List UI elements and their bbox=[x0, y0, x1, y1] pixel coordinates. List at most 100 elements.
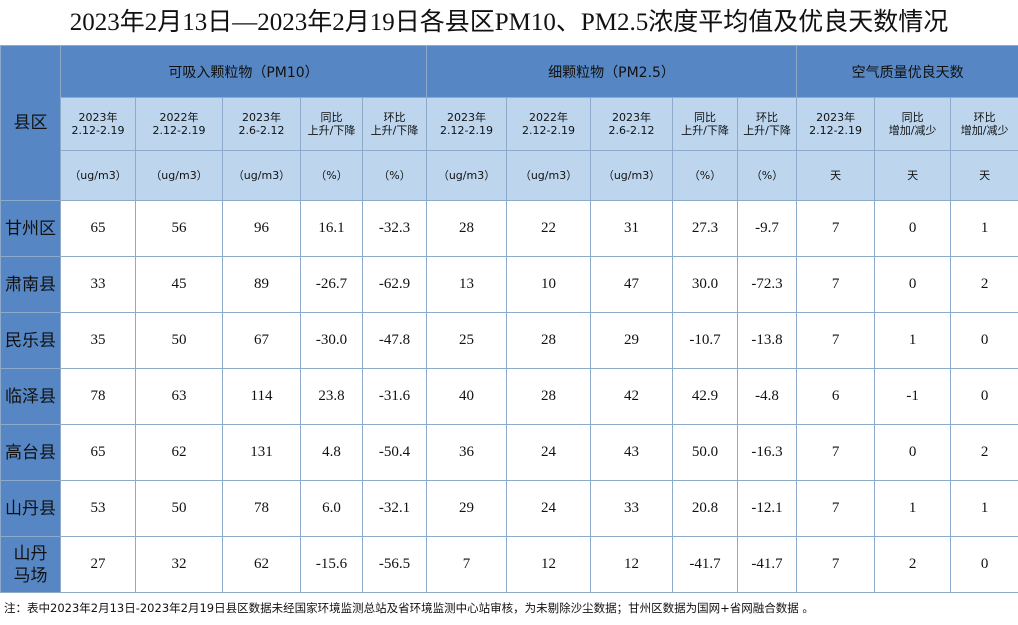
cell-value: 114 bbox=[222, 368, 301, 425]
cell-value: 0 bbox=[874, 256, 952, 313]
cell-value: -30.0 bbox=[300, 312, 363, 369]
header-row: 县区 可吸入颗粒物（PM10） 细颗粒物（PM2.5） 空气质量优良天数 bbox=[0, 45, 1018, 201]
data-row: 甘州区 65 56 96 16.1 -32.3 28 22 31 27.3 -9.7 7 0 1 bbox=[0, 200, 1018, 257]
sub-header: 2023年 2.12-2.19 bbox=[426, 97, 508, 151]
cell-value: -4.8 bbox=[737, 368, 798, 425]
cell-value: 43 bbox=[590, 424, 674, 481]
cell-value: 30.0 bbox=[672, 256, 739, 313]
unit-header: （%） bbox=[737, 150, 798, 201]
cell-value: 62 bbox=[222, 536, 301, 593]
county-name: 甘州区 bbox=[0, 200, 61, 257]
group-header: 细颗粒物（PM2.5） bbox=[426, 45, 798, 98]
county-name: 临泽县 bbox=[0, 368, 61, 425]
cell-value: 0 bbox=[950, 312, 1018, 369]
cell-value: 7 bbox=[796, 312, 876, 369]
cell-value: 47 bbox=[590, 256, 674, 313]
sub-header: 同比 上升/下降 bbox=[300, 97, 363, 151]
cell-value: 33 bbox=[60, 256, 136, 313]
sub-header: 2023年 2.12-2.19 bbox=[60, 97, 136, 151]
sub-header: 同比 增加/减少 bbox=[874, 97, 952, 151]
cell-value: 1 bbox=[874, 312, 952, 369]
unit-header: （ug/m3） bbox=[135, 150, 223, 201]
cell-value: 29 bbox=[590, 312, 674, 369]
cell-value: -1 bbox=[874, 368, 952, 425]
cell-value: 31 bbox=[590, 200, 674, 257]
cell-value: 53 bbox=[60, 480, 136, 537]
cell-value: 32 bbox=[135, 536, 223, 593]
county-name: 山丹县 bbox=[0, 480, 61, 537]
cell-value: 7 bbox=[796, 256, 876, 313]
cell-value: 20.8 bbox=[672, 480, 739, 537]
cell-value: -32.3 bbox=[361, 200, 428, 257]
cell-value: 1 bbox=[950, 480, 1018, 537]
cell-value: -10.7 bbox=[672, 312, 739, 369]
cell-value: 2 bbox=[950, 256, 1018, 313]
cell-value: 0 bbox=[874, 200, 952, 257]
cell-value: 12 bbox=[590, 536, 674, 593]
cell-value: -56.5 bbox=[361, 536, 428, 593]
group-header: 可吸入颗粒物（PM10） bbox=[59, 45, 428, 98]
header-row: （ug/m3） （ug/m3） （ug/m3） （%） （%） （ug/m3） （ug/m3… bbox=[1, 150, 1018, 201]
cell-value: -15.6 bbox=[300, 536, 363, 593]
cell-value: 35 bbox=[60, 312, 136, 369]
cell-value: 40 bbox=[426, 368, 508, 425]
cell-value: 7 bbox=[796, 536, 876, 593]
footnote: 注：表中2023年2月13日-2023年2月19日县区数据未经国家环境监测总站及… bbox=[4, 601, 814, 615]
cell-value: 1 bbox=[874, 480, 952, 537]
cell-value: -50.4 bbox=[361, 424, 428, 481]
cell-value: -31.6 bbox=[361, 368, 428, 425]
data-row: 山丹县 53 50 78 6.0 -32.1 29 24 33 20.8 -12.1 7 1 1 bbox=[0, 480, 1018, 537]
cell-value: 12 bbox=[506, 536, 592, 593]
cell-value: 56 bbox=[135, 200, 223, 257]
cell-value: 7 bbox=[796, 424, 876, 481]
cell-value: -26.7 bbox=[300, 256, 363, 313]
cell-value: 96 bbox=[222, 200, 301, 257]
cell-value: 27.3 bbox=[672, 200, 739, 257]
cell-value: 0 bbox=[950, 536, 1018, 593]
cell-value: -72.3 bbox=[737, 256, 798, 313]
cell-value: -47.8 bbox=[361, 312, 428, 369]
unit-header: （ug/m3） bbox=[506, 150, 592, 201]
unit-header: 天 bbox=[796, 150, 876, 201]
cell-value: 7 bbox=[426, 536, 508, 593]
unit-header: （ug/m3） bbox=[60, 150, 136, 201]
cell-value: 28 bbox=[506, 312, 592, 369]
data-table: 县区 可吸入颗粒物（PM10） 细颗粒物（PM2.5） 空气质量优良天数 2023年 2… bbox=[0, 45, 1018, 593]
county-name: 民乐县 bbox=[0, 312, 61, 369]
cell-value: -16.3 bbox=[737, 424, 798, 481]
cell-value: 67 bbox=[222, 312, 301, 369]
cell-value: 50.0 bbox=[672, 424, 739, 481]
sub-header: 环比 上升/下降 bbox=[361, 97, 428, 151]
cell-value: 27 bbox=[60, 536, 136, 593]
unit-header: （ug/m3） bbox=[222, 150, 301, 201]
cell-value: 10 bbox=[506, 256, 592, 313]
cell-value: 78 bbox=[60, 368, 136, 425]
unit-header: 天 bbox=[950, 150, 1018, 201]
cell-value: 4.8 bbox=[300, 424, 363, 481]
cell-value: 65 bbox=[60, 424, 136, 481]
data-row: 山丹 马场 27 32 62 -15.6 -56.5 7 12 12 -41.7 -41.7 7 2 0 bbox=[0, 536, 1018, 593]
cell-value: 23.8 bbox=[300, 368, 363, 425]
cell-value: 78 bbox=[222, 480, 301, 537]
cell-value: 62 bbox=[135, 424, 223, 481]
cell-value: 6.0 bbox=[300, 480, 363, 537]
cell-value: 29 bbox=[426, 480, 508, 537]
sub-header: 2023年 2.6-2.12 bbox=[590, 97, 674, 151]
table-title: 2023年2月13日—2023年2月19日各县区PM10、PM2.5浓度平均值及… bbox=[69, 9, 949, 36]
sub-header: 2022年 2.12-2.19 bbox=[506, 97, 592, 151]
cell-value: 65 bbox=[60, 200, 136, 257]
group-header: 空气质量优良天数 bbox=[796, 45, 1018, 98]
data-row: 肃南县 33 45 89 -26.7 -62.9 13 10 47 30.0 -72.3 7 0 2 bbox=[0, 256, 1018, 313]
header-row: 2023年 2.12-2.19 2022年 2.12-2.19 2023年 2.6-… bbox=[1, 97, 1018, 151]
county-name: 肃南县 bbox=[0, 256, 61, 313]
cell-value: 7 bbox=[796, 480, 876, 537]
sub-header: 2023年 2.12-2.19 bbox=[796, 97, 876, 151]
data-row: 高台县 65 62 131 4.8 -50.4 36 24 43 50.0 -16.3 7 0 2 bbox=[0, 424, 1018, 481]
cell-value: 2 bbox=[874, 536, 952, 593]
cell-value: 50 bbox=[135, 312, 223, 369]
cell-value: 28 bbox=[506, 368, 592, 425]
cell-value: 24 bbox=[506, 480, 592, 537]
cell-value: -32.1 bbox=[361, 480, 428, 537]
unit-header: （%） bbox=[300, 150, 363, 201]
